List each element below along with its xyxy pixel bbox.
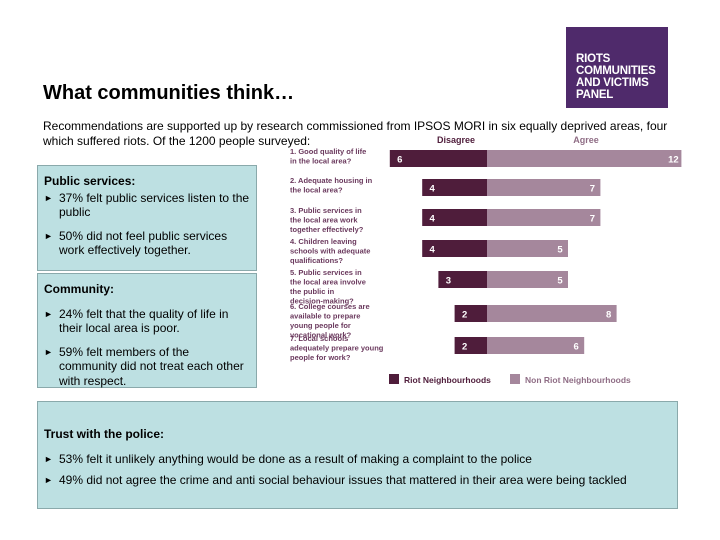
bar-riot bbox=[422, 209, 487, 226]
data-label-non-riot: 8 bbox=[606, 310, 611, 321]
arrow-bullet-icon: ► bbox=[44, 230, 53, 241]
question-label: schools with adequate bbox=[290, 247, 370, 256]
arrow-bullet-icon: ► bbox=[44, 453, 53, 464]
data-label-riot: 3 bbox=[446, 276, 451, 287]
question-label: in the local area? bbox=[290, 157, 352, 166]
data-label-non-riot: 7 bbox=[590, 214, 595, 225]
bar-riot bbox=[422, 179, 487, 196]
arrow-bullet-icon: ► bbox=[44, 475, 53, 485]
bar-riot bbox=[454, 305, 487, 322]
bar-riot bbox=[422, 240, 487, 257]
legend-label-riot: Riot Neighbourhoods bbox=[404, 375, 491, 385]
data-label-riot: 2 bbox=[462, 342, 467, 353]
data-label-riot: 4 bbox=[430, 214, 436, 225]
logo-line: RIOTS bbox=[576, 53, 611, 65]
bar-non-riot bbox=[487, 150, 682, 167]
bar-riot bbox=[438, 271, 487, 288]
community-heading: Community: bbox=[44, 282, 114, 296]
list-item: ► 37% felt public services listen to the… bbox=[44, 191, 250, 220]
question-label: 3. Public services in bbox=[290, 206, 362, 215]
bar-riot bbox=[454, 337, 487, 354]
data-label-riot: 4 bbox=[430, 245, 436, 256]
police-heading: Trust with the police: bbox=[44, 427, 165, 441]
data-label-riot: 2 bbox=[462, 310, 467, 321]
question-label: 1. Good quality of life bbox=[290, 147, 366, 156]
public-services-box: Public services: ► 37% felt public servi… bbox=[37, 165, 257, 271]
bar-non-riot bbox=[487, 271, 568, 288]
bullet-text: 37% felt public services listen to the p… bbox=[59, 190, 250, 220]
bullet-text: 50% did not feel public services work ef… bbox=[59, 228, 228, 258]
question-label: the local area? bbox=[290, 186, 343, 195]
legend-label-non-riot: Non Riot Neighbourhoods bbox=[525, 375, 631, 385]
column-label-disagree: Disagree bbox=[437, 135, 475, 145]
riots-panel-logo: RIOTS COMMUNITIES AND VICTIMS PANEL bbox=[566, 27, 668, 108]
arrow-bullet-icon: ► bbox=[44, 308, 53, 319]
question-label: the local area involve bbox=[290, 278, 366, 287]
arrow-bullet-icon: ► bbox=[44, 192, 53, 203]
list-item: ► 24% felt that the quality of life in t… bbox=[44, 307, 250, 336]
list-item: ► 49% did not agree the crime and anti s… bbox=[44, 473, 671, 488]
question-label: 4. Children leaving bbox=[290, 237, 357, 246]
bar-non-riot bbox=[487, 179, 601, 196]
list-item: ► 50% did not feel public services work … bbox=[44, 229, 250, 258]
legend-swatch-riot bbox=[389, 374, 399, 384]
bullet-text: 59% felt members of the community did no… bbox=[59, 344, 244, 388]
data-label-riot: 6 bbox=[397, 155, 402, 166]
data-label-non-riot: 5 bbox=[557, 245, 563, 256]
bar-riot bbox=[389, 150, 487, 167]
arrow-bullet-icon: ► bbox=[44, 346, 53, 357]
question-label: qualifications? bbox=[290, 256, 343, 265]
bullet-text: 24% felt that the quality of life in the… bbox=[59, 306, 229, 336]
bar-non-riot bbox=[487, 337, 585, 354]
community-box: Community: ► 24% felt that the quality o… bbox=[37, 273, 257, 388]
list-item: ► 59% felt members of the community did … bbox=[44, 345, 250, 389]
bullet-text: 53% felt it unlikely anything would be d… bbox=[59, 451, 532, 466]
question-label: vocational work? bbox=[290, 331, 352, 340]
question-label: people for work? bbox=[290, 353, 351, 362]
column-label-agree: Agree bbox=[573, 135, 599, 145]
bar-non-riot bbox=[487, 305, 617, 322]
question-label: available to prepare bbox=[290, 312, 360, 321]
question-label: 7. Local schools bbox=[290, 334, 348, 343]
data-label-non-riot: 6 bbox=[574, 342, 579, 353]
logo-line: COMMUNITIES bbox=[576, 65, 656, 77]
data-label-non-riot: 12 bbox=[668, 155, 679, 166]
question-label: 6. College courses are bbox=[290, 302, 370, 311]
list-item: ► 53% felt it unlikely anything would be… bbox=[44, 452, 671, 467]
question-label: 5. Public services in bbox=[290, 268, 362, 277]
data-label-riot: 4 bbox=[430, 184, 436, 195]
question-label: the public in bbox=[290, 287, 335, 296]
page-title: What communities think… bbox=[43, 82, 295, 104]
data-label-non-riot: 5 bbox=[557, 276, 563, 287]
question-label: young people for bbox=[290, 321, 351, 330]
bar-non-riot bbox=[487, 240, 568, 257]
bullet-text: 49% did not agree the crime and anti soc… bbox=[59, 473, 627, 487]
police-box: Trust with the police: ► 53% felt it unl… bbox=[37, 401, 678, 509]
legend-swatch-non-riot bbox=[510, 374, 520, 384]
intro-text: Recommendations are supported up by rese… bbox=[43, 119, 668, 148]
question-label: together effectively? bbox=[290, 225, 364, 234]
question-label: 2. Adequate housing in bbox=[290, 176, 373, 185]
logo-line: PANEL bbox=[576, 89, 614, 101]
question-label: adequately prepare young bbox=[290, 344, 384, 353]
logo-line: AND VICTIMS bbox=[576, 77, 649, 89]
public-services-heading: Public services: bbox=[44, 174, 136, 188]
data-label-non-riot: 7 bbox=[590, 184, 595, 195]
bar-non-riot bbox=[487, 209, 601, 226]
question-label: decision-making? bbox=[290, 297, 354, 306]
question-label: the local area work bbox=[290, 216, 358, 225]
